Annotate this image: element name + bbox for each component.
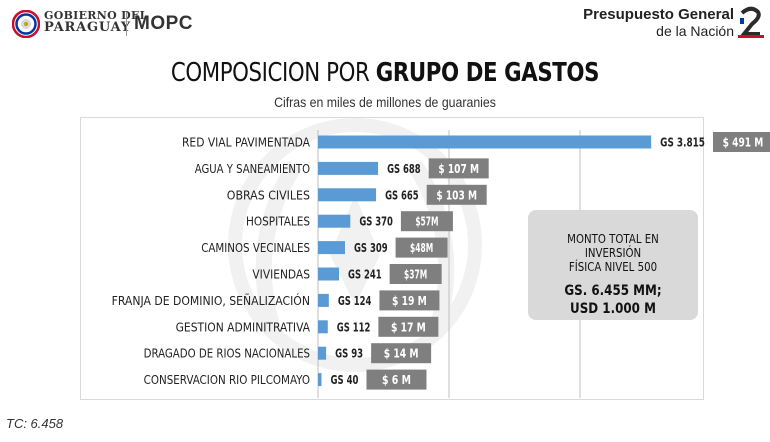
- gov-line2: PARAGUAY: [44, 20, 131, 35]
- government-wordmark: GOBIERNO DEL PARAGUAY: [44, 9, 148, 35]
- budget-title-line2: de la Nación: [656, 23, 734, 39]
- value-label: GS 93: [335, 347, 363, 361]
- total-line4: USD 1.000 M: [570, 301, 656, 317]
- bar: [318, 267, 340, 281]
- total-line2: FÍSICA NIVEL 500: [568, 260, 658, 274]
- usd-box: [366, 369, 427, 390]
- value-label: GS 112: [337, 320, 371, 334]
- page-subtitle: Cifras en miles de millones de guaranies: [274, 94, 496, 110]
- total-line1: MONTO TOTAL EN INVERSIÓN: [567, 232, 659, 260]
- value-label: GS 40: [330, 373, 358, 387]
- paraguay-seal-icon: [12, 10, 40, 38]
- gov-line1: GOBIERNO DEL: [44, 9, 148, 22]
- bar: [318, 135, 652, 149]
- header-divider: [126, 12, 127, 36]
- usd-box: [426, 184, 487, 205]
- budget-title: Presupuesto General de la Nación: [583, 6, 734, 40]
- usd-label: $ 6 M: [382, 373, 411, 387]
- category-label: GESTION ADMINITRATIVA: [176, 320, 311, 334]
- total-investment-box: MONTO TOTAL EN INVERSIÓN FÍSICA NIVEL 50…: [528, 210, 698, 320]
- bar: [318, 320, 328, 334]
- category-label: HOSPITALES: [246, 215, 310, 229]
- usd-label: $ 19 M: [392, 294, 427, 308]
- category-label: CONSERVACION RIO PILCOMAYO: [144, 373, 310, 387]
- usd-label: $ 103 M: [436, 188, 477, 202]
- usd-box: [379, 290, 440, 311]
- usd-label: $37M: [404, 268, 427, 282]
- category-label: RED VIAL PAVIMENTADA: [182, 136, 311, 150]
- bar: [318, 373, 322, 387]
- usd-box: [371, 343, 432, 364]
- usd-box: [395, 237, 448, 258]
- category-label: FRANJA DE DOMINIO, SEÑALIZACIÓN: [112, 293, 310, 308]
- usd-label: $48M: [410, 241, 433, 255]
- header-bar: GOBIERNO DEL PARAGUAY MOPC Presupuesto G…: [0, 0, 770, 44]
- title-bold: GRUPO DE GASTOS: [375, 58, 600, 88]
- exchange-rate-footnote: TC: 6.458: [6, 416, 64, 431]
- value-label: GS 309: [354, 241, 388, 255]
- budget-year-badge-icon: [736, 4, 766, 40]
- bar: [318, 346, 327, 360]
- usd-label: $ 107 M: [438, 162, 479, 176]
- usd-label: $ 491 M: [723, 136, 764, 150]
- chart-frame: [80, 117, 704, 400]
- bar: [318, 188, 377, 202]
- value-label: GS 3.815: [660, 136, 705, 150]
- usd-box: [712, 132, 770, 152]
- usd-label: $57M: [415, 215, 438, 229]
- usd-box: [400, 211, 453, 232]
- value-label: GS 688: [387, 162, 421, 176]
- title-regular: COMPOSICION POR: [170, 58, 376, 88]
- usd-box: [389, 264, 442, 284]
- page-title: COMPOSICION POR GRUPO DE GASTOS: [69, 58, 700, 88]
- usd-label: $ 17 M: [391, 320, 426, 334]
- category-label: AGUA Y SANEAMIENTO: [195, 162, 310, 176]
- bar: [318, 293, 329, 307]
- usd-box: [428, 158, 489, 179]
- bar: [318, 241, 345, 255]
- budget-title-line1: Presupuesto General: [583, 6, 734, 23]
- usd-box: [378, 316, 439, 337]
- category-label: DRAGADO DE RIOS NACIONALES: [144, 347, 311, 361]
- ministry-name: MOPC: [134, 13, 193, 34]
- bar: [318, 161, 379, 175]
- value-label: GS 241: [348, 268, 382, 282]
- total-line3: GS. 6.455 MM;: [564, 283, 662, 299]
- category-label: VIVIENDAS: [252, 268, 310, 282]
- category-label: CAMINOS VECINALES: [201, 241, 310, 255]
- usd-label: $ 14 M: [384, 347, 419, 361]
- value-label: GS 370: [359, 215, 393, 229]
- bar: [318, 214, 351, 228]
- value-label: GS 124: [338, 294, 372, 308]
- value-label: GS 665: [385, 188, 419, 202]
- category-label: OBRAS CIVILES: [227, 188, 310, 202]
